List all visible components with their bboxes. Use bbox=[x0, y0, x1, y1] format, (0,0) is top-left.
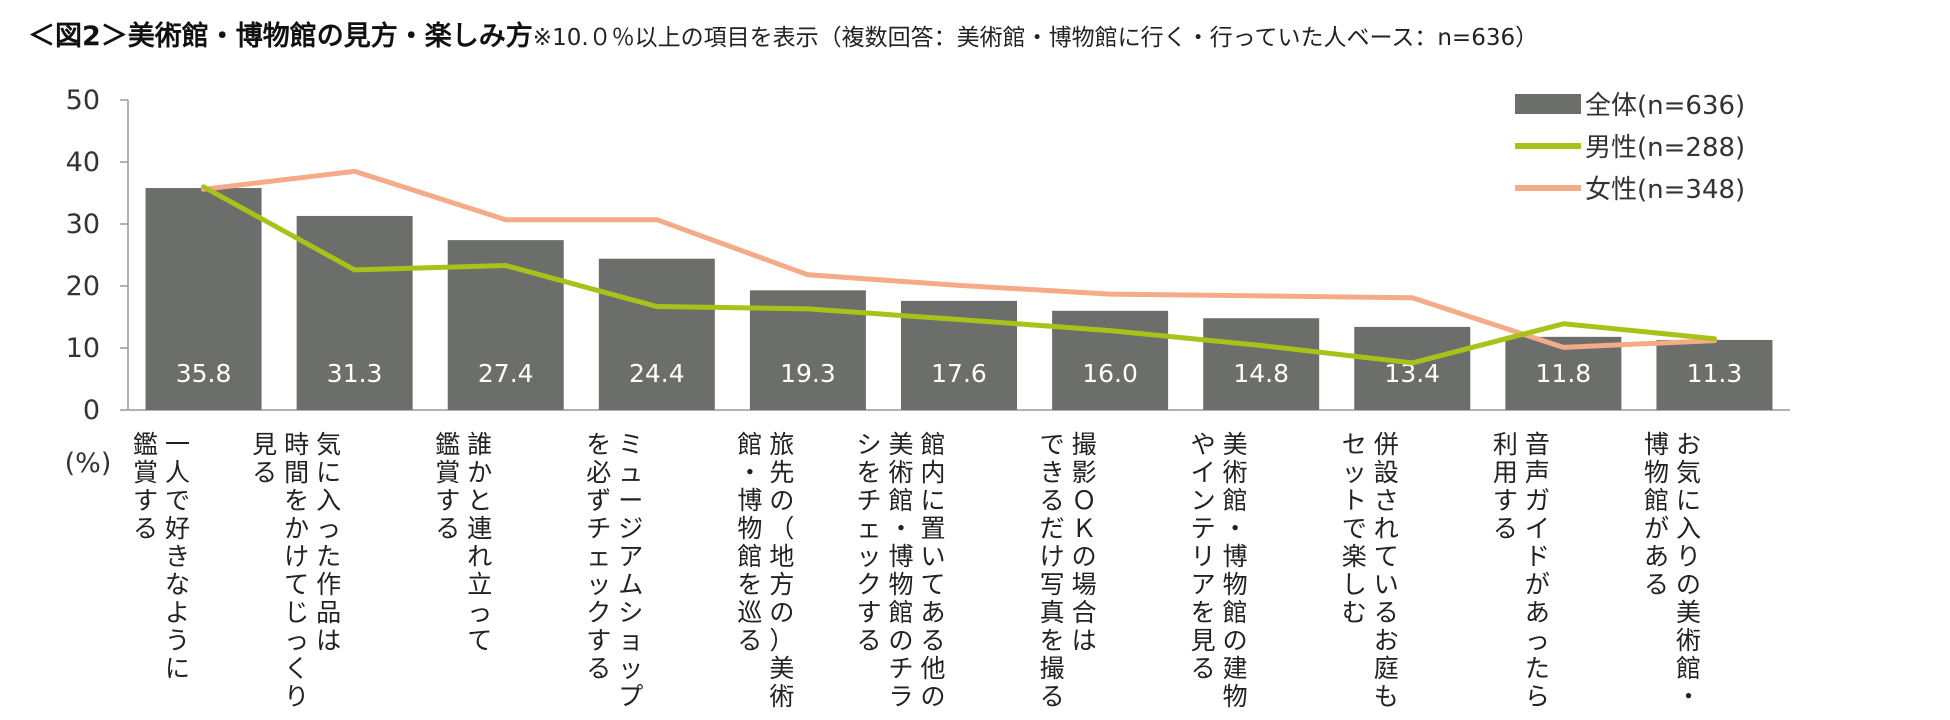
category-label: お気に入りの美術館・博物館がある bbox=[1644, 430, 1701, 711]
data-label: 17.6 bbox=[931, 359, 987, 388]
category-label-line: シをチェックする bbox=[856, 430, 881, 655]
category-label-line: 利用する bbox=[1493, 430, 1518, 543]
category-label-line: 博物館がある bbox=[1644, 430, 1669, 599]
category-label-line: 鑑賞する bbox=[133, 430, 158, 543]
bar bbox=[1203, 318, 1320, 410]
data-label: 16.0 bbox=[1082, 359, 1138, 388]
category-label-line: セットで楽しむ bbox=[1342, 430, 1367, 627]
title-main: ＜図2＞美術館・博物館の見方・楽しみ方 bbox=[28, 21, 533, 52]
line-female bbox=[201, 168, 1717, 350]
category-label-line: できるだけ写真を撮る bbox=[1040, 430, 1065, 711]
y-tick-label: 10 bbox=[66, 333, 100, 364]
y-tick-label: 0 bbox=[83, 395, 100, 426]
category-label-line: 撮影ＯＫの場合は bbox=[1072, 430, 1097, 655]
category-label: 旅先の（地方の）美術館・博物館を巡る bbox=[737, 430, 794, 711]
category-label-line: 旅先の（地方の）美術 bbox=[769, 430, 794, 711]
category-label-line: 館内に置いてある他の bbox=[920, 430, 945, 711]
category-label-line: 一人で好きなように bbox=[165, 430, 190, 683]
legend-label: 男性(n=288) bbox=[1585, 133, 1745, 163]
bar bbox=[145, 188, 262, 410]
category-labels: 一人で好きなように鑑賞する気に入った作品は時間をかけてじっくり見る誰かと連れ立っ… bbox=[133, 430, 1701, 711]
category-label-line: を必ずチェックする bbox=[586, 430, 611, 683]
category-label-line: お気に入りの美術館・ bbox=[1676, 430, 1701, 711]
category-label-line: 見る bbox=[252, 430, 277, 487]
category-label-line: 美術館・博物館のチラ bbox=[888, 430, 913, 711]
category-label-line: ミュージアムショップ bbox=[618, 430, 643, 711]
data-label: 24.4 bbox=[629, 359, 685, 388]
legend-label: 全体(n=636) bbox=[1585, 91, 1745, 121]
category-label-line: 館・博物館を巡る bbox=[737, 430, 762, 655]
bar bbox=[1354, 326, 1471, 410]
data-label: 27.4 bbox=[478, 359, 534, 388]
data-label: 11.3 bbox=[1687, 359, 1743, 388]
data-label: 31.3 bbox=[327, 359, 383, 388]
bar bbox=[598, 258, 715, 410]
category-label-line: 音声ガイドがあったら bbox=[1525, 430, 1550, 711]
legend-label: 女性(n=348) bbox=[1585, 175, 1745, 205]
category-label-line: 併設されているお庭も bbox=[1374, 430, 1399, 711]
title-note: ※10.０％以上の項目を表示（複数回答：美術館・博物館に行く・行っていた人ベース… bbox=[532, 25, 1539, 51]
legend: 全体(n=636) 男性(n=288) 女性(n=348) bbox=[1515, 91, 1745, 205]
chart-title: ＜図2＞美術館・博物館の見方・楽しみ方※10.０％以上の項目を表示（複数回答：美… bbox=[28, 14, 1938, 53]
data-label: 19.3 bbox=[780, 359, 836, 388]
category-label-line: 鑑賞する bbox=[435, 430, 460, 543]
category-label-line: 美術館・博物館の建物 bbox=[1223, 430, 1248, 711]
data-label: 35.8 bbox=[176, 359, 232, 388]
category-label-line: 誰かと連れ立って bbox=[467, 430, 492, 655]
y-tick-label: 20 bbox=[66, 271, 100, 302]
category-label-line: 時間をかけてじっくり bbox=[284, 430, 309, 711]
data-label: 14.8 bbox=[1233, 359, 1289, 388]
category-label-line: 気に入った作品は bbox=[316, 430, 341, 655]
line-male bbox=[201, 184, 1717, 366]
y-tick-label: 40 bbox=[66, 147, 100, 178]
line-series bbox=[201, 168, 1717, 366]
legend-swatch-total bbox=[1515, 94, 1581, 114]
category-label-line: やインテリアを見る bbox=[1191, 430, 1216, 683]
data-label: 11.8 bbox=[1536, 359, 1592, 388]
y-axis-unit: (%) bbox=[65, 448, 112, 479]
y-tick-label: 50 bbox=[66, 85, 100, 116]
y-tick-label: 30 bbox=[66, 209, 100, 240]
bar bbox=[1656, 339, 1773, 410]
